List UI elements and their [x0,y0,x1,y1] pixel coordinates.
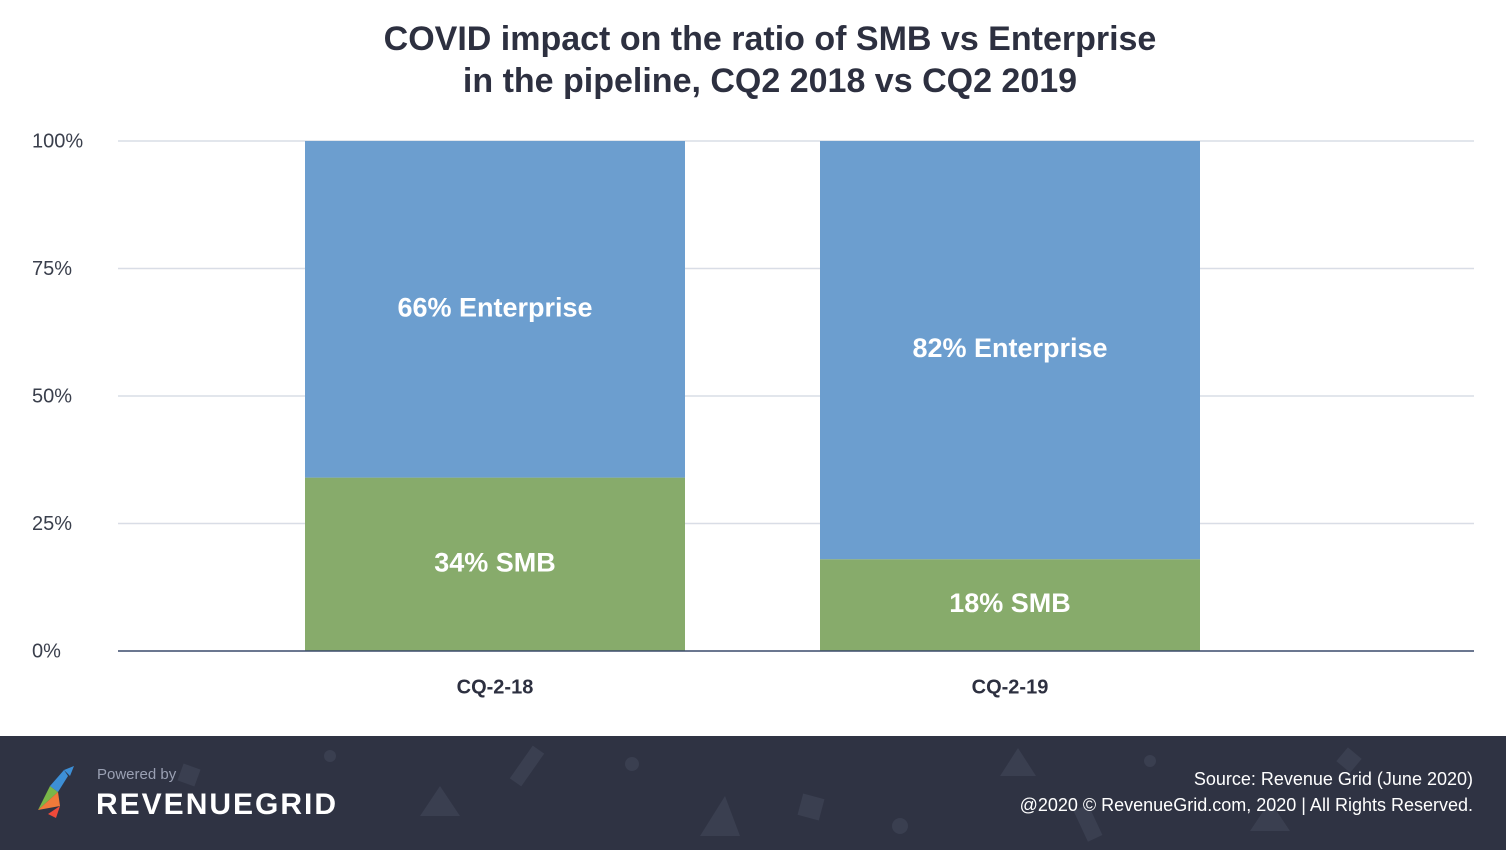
y-tick-label: 25% [32,513,72,535]
brand-name: REVENUEGRID [96,788,339,821]
bar-segment-smb [305,477,685,651]
revenuegrid-logo-icon [38,766,74,818]
copyright-note: @2020 © RevenueGrid.com, 2020 | All Righ… [1019,795,1473,815]
powered-by-label: Powered by [97,766,177,783]
y-tick-label: 75% [32,258,72,280]
source-note: Source: Revenue Grid (June 2020) [1193,769,1473,789]
bar-segment-smb [820,559,1200,651]
bar-data-label: 66% Enterprise [397,292,592,322]
bar-data-label: 82% Enterprise [912,333,1107,363]
footer-bar [0,736,1506,850]
chart-title: COVID impact on the ratio of SMB vs Ente… [0,18,1506,102]
bar-segment-enterprise [305,141,685,478]
footer-decoration [177,745,1362,842]
y-tick-label: 50% [32,385,72,407]
x-tick-label: CQ-2-18 [457,676,534,698]
chart-title-line-2: in the pipeline, CQ2 2018 vs CQ2 2019 [462,62,1078,100]
x-tick-label: CQ-2-19 [972,676,1049,698]
y-tick-label: 100% [32,130,83,152]
bar-data-label: 34% SMB [434,547,556,577]
chart-title-line-1: COVID impact on the ratio of SMB vs Ente… [383,20,1157,58]
bar-segment-enterprise [820,141,1200,560]
bar-data-label: 18% SMB [949,588,1071,618]
stacked-bar-chart: 0% 25% 50% 75% 100% 34% SMB 66% Enterprise CQ-2… [32,130,1474,698]
y-tick-label: 0% [32,640,61,662]
